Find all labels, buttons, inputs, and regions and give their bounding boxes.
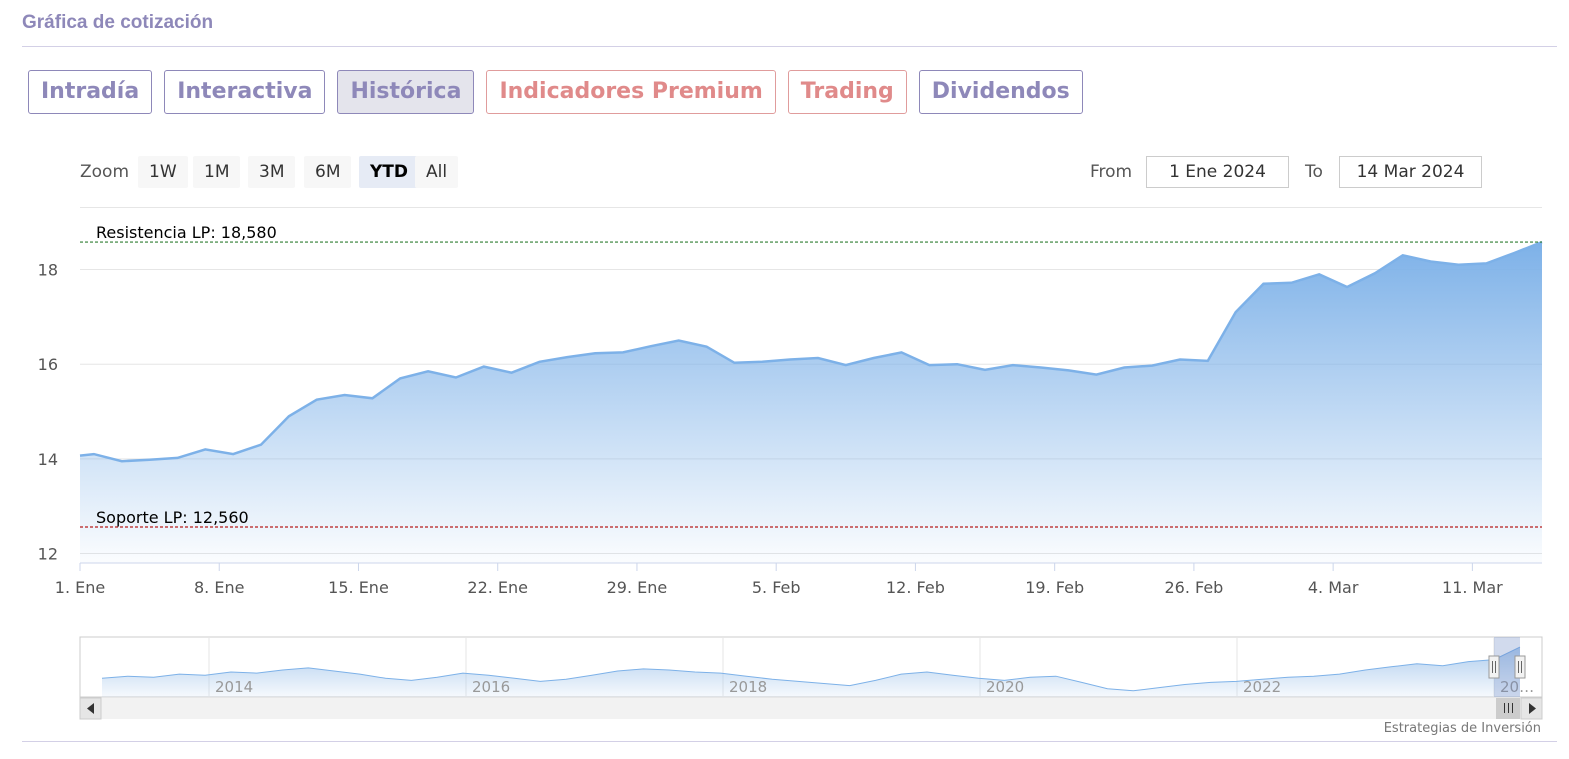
x-tick-label: 5. Feb [752, 578, 801, 597]
toolbar-divider [80, 207, 1542, 208]
chart-tabs: Intradía Interactiva Histórica Indicador… [28, 70, 1095, 114]
y-tick-label: 18 [38, 261, 58, 280]
price-area [80, 242, 1542, 563]
zoom-all-button[interactable]: All [415, 156, 459, 188]
x-tick-label: 8. Ene [194, 578, 244, 597]
tab-interactiva[interactable]: Interactiva [164, 70, 326, 114]
to-date-input[interactable]: 14 Mar 2024 [1339, 156, 1482, 188]
y-tick-label: 16 [38, 355, 58, 374]
credit-text: Estrategias de Inversión [1383, 721, 1541, 736]
tab-historica[interactable]: Histórica [337, 70, 475, 114]
from-label: From [1090, 162, 1133, 182]
x-tick-label: 29. Ene [607, 578, 668, 597]
x-tick-label: 4. Mar [1308, 578, 1359, 597]
navigator-year-label: 2018 [729, 678, 767, 696]
navigator-year-label: 2020 [986, 678, 1024, 696]
title-divider [22, 46, 1557, 47]
navigator-right-handle[interactable] [1514, 655, 1526, 679]
navigator-scrollbar[interactable] [79, 697, 1543, 720]
x-tick-label: 22. Ene [467, 578, 528, 597]
tab-trading[interactable]: Trading [787, 70, 907, 114]
support-label: Soporte LP: 12,560 [96, 508, 249, 527]
tab-indicadores-premium[interactable]: Indicadores Premium [486, 70, 776, 114]
x-tick-label: 15. Ene [328, 578, 389, 597]
price-line [79, 240, 1543, 463]
x-tick-label: 1. Ene [55, 578, 105, 597]
y-tick-label: 14 [38, 450, 58, 469]
tab-intradia[interactable]: Intradía [28, 70, 153, 114]
tab-dividendos[interactable]: Dividendos [918, 70, 1083, 114]
navigator[interactable]: 2014 2016 2018 2020 2022 20… [79, 636, 1543, 698]
navigator-year-label: 2016 [472, 678, 510, 696]
navigator-year-label: 2022 [1243, 678, 1281, 696]
zoom-6m-button[interactable]: 6M [304, 156, 352, 188]
section-title: Gráfica de cotización [22, 12, 214, 33]
x-tick-label: 12. Feb [886, 578, 945, 597]
navigator-year-label: 2014 [215, 678, 253, 696]
y-tick-label: 12 [38, 545, 58, 564]
x-tick-label: 26. Feb [1164, 578, 1223, 597]
navigator-area [102, 647, 1520, 697]
scrollbar-right-arrow[interactable] [1520, 697, 1543, 720]
from-date-input[interactable]: 1 Ene 2024 [1146, 156, 1289, 188]
x-tick-label: 11. Mar [1442, 578, 1503, 597]
navigator-line [101, 646, 1521, 692]
footer-divider [22, 741, 1557, 742]
zoom-3m-button[interactable]: 3M [248, 156, 296, 188]
zoom-ytd-button[interactable]: YTD [359, 156, 420, 188]
zoom-label: Zoom [80, 162, 130, 182]
zoom-1w-button[interactable]: 1W [138, 156, 188, 188]
resistance-label: Resistencia LP: 18,580 [96, 223, 277, 242]
zoom-1m-button[interactable]: 1M [193, 156, 241, 188]
x-tick-label: 19. Feb [1025, 578, 1084, 597]
scrollbar-thumb[interactable] [1496, 698, 1520, 719]
navigator-year-label: 20… [1500, 678, 1534, 696]
to-label: To [1305, 162, 1323, 182]
scrollbar-left-arrow[interactable] [79, 697, 102, 720]
navigator-left-handle[interactable] [1488, 655, 1500, 679]
